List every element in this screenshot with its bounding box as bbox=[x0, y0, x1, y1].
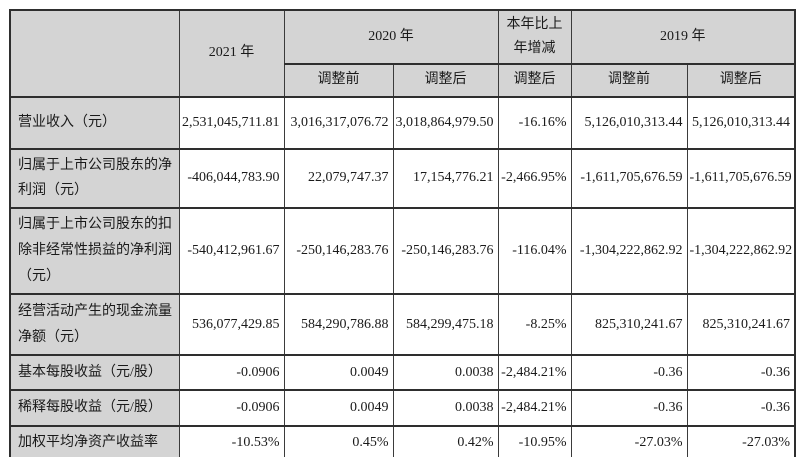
row-label: 营业收入（元） bbox=[9, 95, 180, 150]
row-label: 经营活动产生的现金流量净额（元） bbox=[9, 293, 180, 357]
cell-change: -116.04% bbox=[497, 207, 572, 296]
row-label: 归属于上市公司股东的扣除非经常性损益的净利润（元） bbox=[9, 207, 180, 296]
cell-change: -2,466.95% bbox=[497, 147, 572, 210]
cell-2020-after: 0.0038 bbox=[392, 354, 499, 392]
table-row-net-profit-excl-nonrecurring: 归属于上市公司股东的扣除非经常性损益的净利润（元） -540,412,961.6… bbox=[9, 207, 796, 296]
table-row-basic-eps: 基本每股收益（元/股） -0.0906 0.0049 0.0038 -2,484… bbox=[9, 354, 796, 392]
cell-change: -2,484.21% bbox=[497, 354, 572, 392]
subheader-2019-after-adjustment: 调整后 bbox=[686, 62, 796, 98]
cell-2020-before: 3,016,317,076.72 bbox=[283, 95, 394, 150]
cell-2019-after: 825,310,241.67 bbox=[686, 293, 796, 357]
cell-2020-after: 17,154,776.21 bbox=[392, 147, 499, 210]
header-corner-cell bbox=[9, 9, 180, 98]
cell-2020-after: 0.42% bbox=[392, 425, 499, 457]
cell-2019-after: -0.36 bbox=[686, 389, 796, 428]
row-label: 基本每股收益（元/股） bbox=[9, 354, 180, 392]
cell-2020-after: 3,018,864,979.50 bbox=[392, 95, 499, 150]
cell-2020-before: 0.0049 bbox=[283, 389, 394, 428]
cell-change: -10.95% bbox=[497, 425, 572, 457]
subheader-2019-before-adjustment: 调整前 bbox=[570, 62, 688, 98]
cell-2019-before: -0.36 bbox=[570, 354, 688, 392]
cell-2021: -0.0906 bbox=[178, 389, 285, 428]
cell-2019-before: -1,611,705,676.59 bbox=[570, 147, 688, 210]
header-yoy-change: 本年比上年增减 bbox=[497, 9, 572, 65]
table-row-operating-cash-flow: 经营活动产生的现金流量净额（元） 536,077,429.85 584,290,… bbox=[9, 293, 796, 357]
row-label: 稀释每股收益（元/股） bbox=[9, 389, 180, 428]
header-row-years: 2021 年 2020 年 本年比上年增减 2019 年 bbox=[9, 9, 796, 98]
cell-2020-before: 0.0049 bbox=[283, 354, 394, 392]
financial-summary-table: 2021 年 2020 年 本年比上年增减 2019 年 调整前 调整后 调整后… bbox=[9, 9, 796, 457]
cell-2020-before: 0.45% bbox=[283, 425, 394, 457]
cell-2021: -540,412,961.67 bbox=[178, 207, 285, 296]
row-label: 归属于上市公司股东的净利润（元） bbox=[9, 147, 180, 210]
cell-2020-before: 22,079,747.37 bbox=[283, 147, 394, 210]
subheader-change-after-adjustment: 调整后 bbox=[497, 62, 572, 98]
cell-2021: -10.53% bbox=[178, 425, 285, 457]
cell-2019-before: -0.36 bbox=[570, 389, 688, 428]
cell-2019-before: -27.03% bbox=[570, 425, 688, 457]
table-row-weighted-average-roe: 加权平均净资产收益率 -10.53% 0.45% 0.42% -10.95% -… bbox=[9, 425, 796, 457]
cell-2021: 536,077,429.85 bbox=[178, 293, 285, 357]
header-row-adjustment: 调整前 调整后 调整后 调整前 调整后 bbox=[10, 62, 796, 98]
subheader-2020-before-adjustment: 调整前 bbox=[283, 62, 394, 98]
cell-2021: 2,531,045,711.81 bbox=[178, 95, 285, 150]
table-row-net-profit-attributable: 归属于上市公司股东的净利润（元） -406,044,783.90 22,079,… bbox=[9, 147, 796, 210]
cell-2021: -406,044,783.90 bbox=[178, 147, 285, 210]
table-row-diluted-eps: 稀释每股收益（元/股） -0.0906 0.0049 0.0038 -2,484… bbox=[9, 389, 796, 428]
cell-2020-after: -250,146,283.76 bbox=[392, 207, 499, 296]
cell-2019-after: -0.36 bbox=[686, 354, 796, 392]
subheader-2020-after-adjustment: 调整后 bbox=[392, 62, 499, 98]
cell-2019-after: 5,126,010,313.44 bbox=[686, 95, 796, 150]
cell-2019-before: 825,310,241.67 bbox=[570, 293, 688, 357]
cell-2021: -0.0906 bbox=[178, 354, 285, 392]
cell-2020-before: 584,290,786.88 bbox=[283, 293, 394, 357]
cell-change: -16.16% bbox=[497, 95, 572, 150]
cell-2019-before: 5,126,010,313.44 bbox=[570, 95, 688, 150]
header-year-2020: 2020 年 bbox=[283, 9, 499, 65]
cell-2019-after: -1,304,222,862.92 bbox=[686, 207, 796, 296]
cell-2020-after: 584,299,475.18 bbox=[392, 293, 499, 357]
cell-change: -2,484.21% bbox=[497, 389, 572, 428]
table-row-revenue: 营业收入（元） 2,531,045,711.81 3,016,317,076.7… bbox=[9, 95, 796, 150]
cell-2019-after: -27.03% bbox=[686, 425, 796, 457]
header-year-2021: 2021 年 bbox=[178, 9, 285, 98]
cell-2020-after: 0.0038 bbox=[392, 389, 499, 428]
cell-2019-after: -1,611,705,676.59 bbox=[686, 147, 796, 210]
cell-2020-before: -250,146,283.76 bbox=[283, 207, 394, 296]
row-label: 加权平均净资产收益率 bbox=[9, 425, 180, 457]
cell-2019-before: -1,304,222,862.92 bbox=[570, 207, 688, 296]
header-year-2019: 2019 年 bbox=[570, 9, 796, 65]
cell-change: -8.25% bbox=[497, 293, 572, 357]
